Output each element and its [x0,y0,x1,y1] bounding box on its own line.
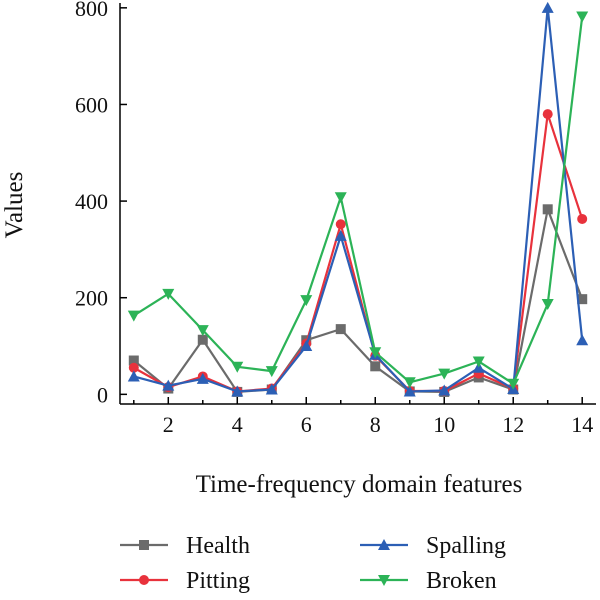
data-point-spalling [403,385,416,397]
legend-item-spalling: Spalling [360,533,506,559]
data-point-broken [162,288,175,300]
data-point-spalling [196,372,209,384]
y-tick-label: 0 [97,382,108,407]
x-tick-label: 12 [502,412,524,437]
series-health [128,204,588,397]
data-point-pitting [577,213,588,224]
legend-item-health: Health [120,533,250,559]
x-tick-label: 2 [163,412,174,437]
series-line-spalling [133,6,584,393]
data-point-health [370,361,381,372]
x-axis-title: Time-frequency domain features [196,471,523,498]
data-point-health [128,355,139,366]
data-point-health [542,204,553,215]
plot-frame [119,3,596,405]
legend-item-broken: Broken [360,568,497,594]
data-point-spalling [231,385,244,397]
data-point-spalling [334,229,347,241]
data-point-broken [369,347,382,359]
data-point-health [335,324,346,335]
series-pitting [128,109,588,397]
series-layer [127,1,589,397]
x-tick-label: 14 [571,412,593,437]
y-tick-label: 200 [75,286,108,311]
data-point-spalling [438,384,451,396]
data-point-spalling [541,1,554,13]
data-point-broken [300,295,313,307]
data-point-broken [231,361,244,373]
y-tick-label: 800 [75,0,108,21]
data-point-broken [472,356,485,368]
x-tick-label: 10 [433,412,455,437]
data-point-spalling [162,379,175,391]
data-point-broken [541,298,554,310]
series-line-broken [133,16,584,385]
series-broken [127,11,589,390]
data-point-spalling [265,383,278,395]
legend-label-broken: Broken [426,568,497,594]
data-point-broken [576,11,589,23]
legend-label-health: Health [186,533,250,559]
y-tick-label: 600 [75,92,108,117]
x-axis: 2 4 6 8 10 12 14 [133,397,593,437]
x-tick-label: 8 [370,412,381,437]
series-line-health [133,208,584,394]
data-point-pitting [542,109,553,120]
data-point-spalling [576,334,589,346]
data-point-pitting [335,219,346,230]
data-point-spalling [300,340,313,352]
legend-marker-broken [378,575,390,586]
data-point-broken [127,310,140,322]
legend-marker-spalling [378,539,390,550]
data-point-broken [265,366,278,378]
series-line-pitting [133,113,584,393]
y-axis: 0 200 400 600 800 [75,0,127,407]
data-point-broken [507,378,520,390]
legend-marker-pitting [139,575,149,585]
data-point-broken [334,192,347,204]
data-point-pitting [128,362,139,373]
y-tick-label: 400 [75,189,108,214]
y-axis-title: Values [1,172,28,239]
x-tick-label: 4 [232,412,243,437]
legend-marker-health [139,540,149,550]
data-point-broken [438,368,451,380]
legend-item-pitting: Pitting [120,568,250,594]
legend-label-spalling: Spalling [426,533,506,559]
data-point-spalling [127,370,140,382]
data-point-broken [403,377,416,389]
series-spalling [127,1,589,397]
data-point-health [577,294,588,305]
data-point-health [197,334,208,345]
legend: Health Pitting Spalling Broken [120,533,506,594]
x-tick-label: 6 [301,412,312,437]
data-point-broken [196,325,209,337]
legend-label-pitting: Pitting [186,568,250,594]
